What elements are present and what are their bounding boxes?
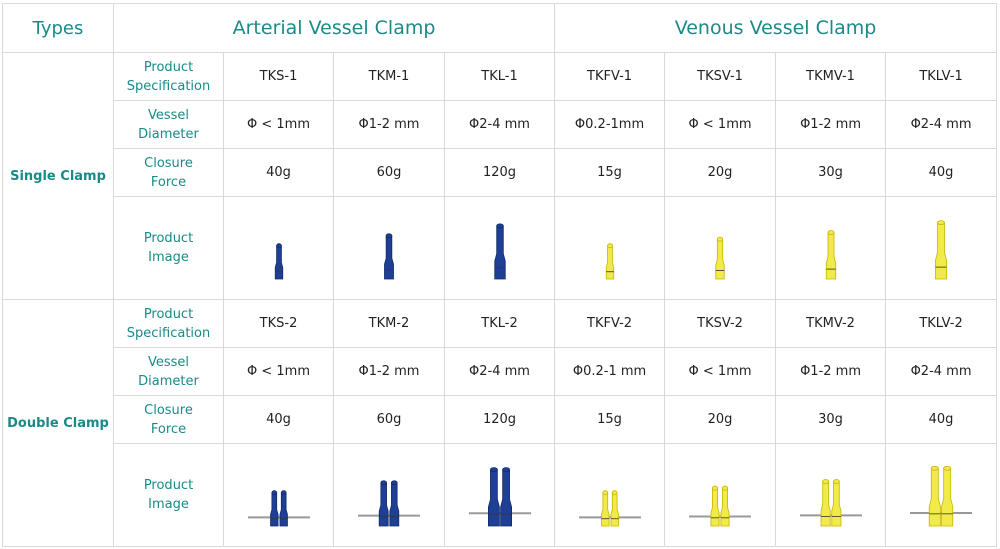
product-image-cell	[885, 443, 998, 547]
product-image-cell	[333, 443, 445, 547]
diameter-cell: Φ < 1mm	[223, 100, 334, 149]
product-image-cell	[664, 443, 777, 547]
spec-cell: TKFV-1	[554, 52, 666, 101]
force-cell: 60g	[333, 148, 445, 197]
spec-cell: TKL-2	[443, 299, 556, 348]
double-clamp-image	[578, 490, 641, 527]
double-clamp-image	[468, 467, 531, 527]
single-clamp-image	[493, 223, 506, 280]
diameter-cell: Φ < 1mm	[664, 100, 777, 149]
force-cell: 60g	[333, 395, 445, 444]
spec-cell: TKM-1	[333, 52, 445, 101]
force-cell: 20g	[664, 148, 777, 197]
product-image-cell	[223, 443, 334, 547]
force-cell: 40g	[885, 395, 998, 444]
image-row-single: Product Image	[3, 196, 998, 300]
row-label-force: Closure Force	[113, 395, 224, 444]
diameter-cell: Φ < 1mm	[664, 347, 777, 396]
types-header: Types	[2, 3, 114, 53]
product-image-cell	[775, 196, 887, 300]
force-row-single: Closure Force 40g 60g 120g 15g 20g 30g 40…	[3, 148, 998, 197]
force-cell: 20g	[664, 395, 777, 444]
product-image-cell	[223, 196, 334, 300]
product-image-cell	[554, 443, 666, 547]
force-cell: 30g	[775, 148, 887, 197]
spec-cell: TKSV-2	[664, 299, 777, 348]
single-clamp-image	[715, 236, 725, 280]
spec-row-double: Double Clamp Product Specification TKS-2 …	[2, 299, 998, 547]
group-label-single: Single Clamp	[2, 52, 114, 300]
diameter-cell: Φ1-2 mm	[333, 100, 445, 149]
row-label-image: Product Image	[113, 196, 224, 300]
diameter-row-double: Vessel Diameter Φ < 1mm Φ1-2 mm Φ2-4 mm Φ…	[3, 347, 998, 396]
venous-header: Venous Vessel Clamp	[554, 3, 998, 53]
diameter-cell: Φ1-2 mm	[333, 347, 445, 396]
header-row: Types Arterial Vessel Clamp Venous Vesse…	[2, 3, 998, 53]
force-cell: 30g	[775, 395, 887, 444]
diameter-cell: Φ2-4 mm	[885, 100, 998, 149]
row-label-spec: Product Specification	[113, 299, 224, 348]
diameter-row-single: Vessel Diameter Φ < 1mm Φ1-2 mm Φ2-4 mm Φ…	[3, 100, 998, 149]
single-clamp-image	[384, 233, 394, 280]
product-image-cell	[443, 443, 556, 547]
force-cell: 15g	[554, 395, 666, 444]
product-image-cell	[333, 196, 445, 300]
double-clamp-image	[689, 485, 752, 527]
force-cell: 120g	[443, 395, 556, 444]
spec-cell: TKM-2	[333, 299, 445, 348]
force-cell: 40g	[223, 395, 334, 444]
product-image-cell	[775, 443, 887, 547]
diameter-cell: Φ2-4 mm	[443, 347, 556, 396]
force-cell: 40g	[223, 148, 334, 197]
force-cell: 15g	[554, 148, 666, 197]
diameter-cell: Φ1-2 mm	[775, 347, 887, 396]
diameter-cell: Φ2-4 mm	[443, 100, 556, 149]
spec-cell: TKS-1	[223, 52, 334, 101]
spec-cell: TKSV-1	[664, 52, 777, 101]
product-image-cell	[443, 196, 556, 300]
spec-cell: TKS-2	[223, 299, 334, 348]
row-label-diameter: Vessel Diameter	[113, 347, 224, 396]
diameter-cell: Φ < 1mm	[223, 347, 334, 396]
spec-cell: TKLV-1	[885, 52, 998, 101]
single-clamp-image	[825, 230, 836, 280]
force-cell: 120g	[443, 148, 556, 197]
double-clamp-image	[910, 465, 973, 527]
double-clamp-image	[799, 479, 862, 527]
row-label-spec: Product Specification	[113, 52, 224, 101]
row-label-diameter: Vessel Diameter	[113, 100, 224, 149]
spec-cell: TKFV-2	[554, 299, 666, 348]
product-image-cell	[885, 196, 998, 300]
spec-cell: TKMV-1	[775, 52, 887, 101]
single-clamp-image	[274, 243, 283, 280]
group-label-double: Double Clamp	[2, 299, 114, 547]
spec-cell: TKL-1	[443, 52, 556, 101]
row-label-force: Closure Force	[113, 148, 224, 197]
double-clamp-image	[358, 480, 420, 527]
spec-cell: TKMV-2	[775, 299, 887, 348]
double-clamp-image	[247, 490, 310, 527]
image-row-double: Product Image	[3, 443, 998, 547]
spec-cell: TKLV-2	[885, 299, 998, 348]
product-image-cell	[554, 196, 666, 300]
diameter-cell: Φ2-4 mm	[885, 347, 998, 396]
diameter-cell: Φ0.2-1 mm	[554, 347, 666, 396]
single-clamp-image	[935, 220, 947, 280]
row-label-image: Product Image	[113, 443, 224, 547]
spec-row-single: Single Clamp Product Specification TKS-1 …	[2, 52, 998, 300]
diameter-cell: Φ0.2-1mm	[554, 100, 666, 149]
arterial-header: Arterial Vessel Clamp	[112, 3, 556, 53]
force-row-double: Closure Force 40g 60g 120g 15g 20g 30g 40…	[3, 395, 998, 444]
force-cell: 40g	[885, 148, 998, 197]
product-image-cell	[664, 196, 777, 300]
diameter-cell: Φ1-2 mm	[775, 100, 887, 149]
clamp-spec-table: Types Arterial Vessel Clamp Venous Vesse…	[2, 3, 998, 547]
single-clamp-image	[605, 243, 614, 280]
